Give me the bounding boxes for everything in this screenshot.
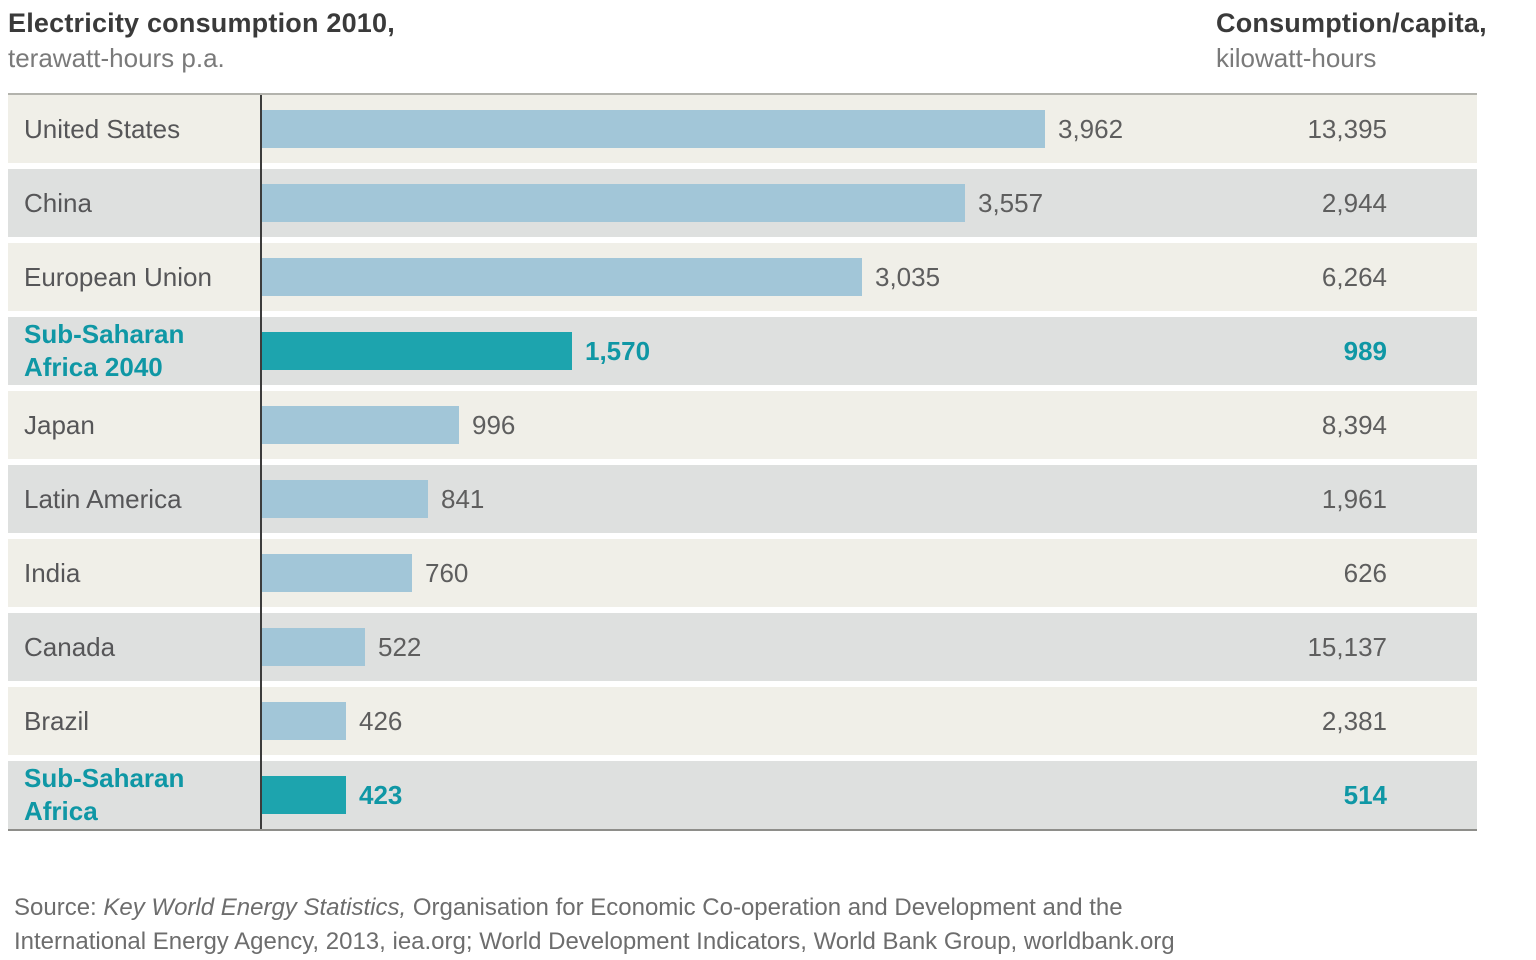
row-label: Sub-Saharan Africa 2040 <box>24 319 185 382</box>
value-axis-header: Electricity consumption 2010, terawatt-h… <box>8 6 395 77</box>
bar <box>262 702 346 740</box>
table-row: European Union 3,035 6,264 <box>8 243 1477 311</box>
row-label: Sub-Saharan Africa <box>24 763 185 826</box>
bar-cell: 3,962 <box>260 95 1247 163</box>
bar-value: 3,962 <box>1058 113 1124 144</box>
per-capita-value: 626 <box>1343 557 1387 588</box>
table-row: Sub-Saharan Africa 2040 1,570 989 <box>8 317 1477 385</box>
table-row: Sub-Saharan Africa 423 514 <box>8 761 1477 829</box>
bar-cell: 423 <box>260 761 1247 829</box>
per-capita-value: 2,381 <box>1321 705 1387 736</box>
table-row: China 3,557 2,944 <box>8 169 1477 237</box>
source-note: Source: Key World Energy Statistics, Org… <box>14 891 1514 959</box>
bar-cell: 996 <box>260 391 1247 459</box>
per-capita-unit-label: kilowatt-hours <box>1216 43 1377 73</box>
bar-value: 3,035 <box>875 261 941 292</box>
bar <box>262 776 346 814</box>
axis-baseline <box>260 95 262 829</box>
bar <box>262 628 365 666</box>
per-capita-title: Consumption/capita, <box>1216 8 1487 38</box>
per-capita-value: 1,961 <box>1321 483 1387 514</box>
bar <box>262 110 1045 148</box>
table-row: Japan 996 8,394 <box>8 391 1477 459</box>
source-line-2: International Energy Agency, 2013, iea.o… <box>14 928 1175 955</box>
bar <box>262 406 459 444</box>
bar-value: 1,570 <box>585 335 651 366</box>
bar-cell: 3,557 <box>260 169 1247 237</box>
bar <box>262 480 428 518</box>
chart-table: United States 3,962 13,395 China 3,557 2… <box>8 93 1477 831</box>
bar-value: 423 <box>359 779 403 810</box>
per-capita-value: 13,395 <box>1307 113 1387 144</box>
per-capita-value: 989 <box>1343 335 1387 366</box>
source-line-1-rest: Organisation for Economic Co-operation a… <box>406 894 1123 921</box>
row-label: Latin America <box>24 483 182 514</box>
per-capita-value: 2,944 <box>1321 187 1387 218</box>
row-label: United States <box>24 113 181 144</box>
table-row: United States 3,962 13,395 <box>8 95 1477 163</box>
chart-rows: United States 3,962 13,395 China 3,557 2… <box>8 95 1477 829</box>
bar-value: 426 <box>359 705 403 736</box>
per-capita-value: 15,137 <box>1307 631 1387 662</box>
source-line-1: Source: Key World Energy Statistics, Org… <box>14 891 1514 925</box>
table-row: Brazil 426 2,381 <box>8 687 1477 755</box>
per-capita-value: 8,394 <box>1321 409 1387 440</box>
bar-value: 760 <box>425 557 469 588</box>
chart-unit-label: terawatt-hours p.a. <box>8 43 225 73</box>
bar-value: 3,557 <box>978 187 1044 218</box>
per-capita-value: 514 <box>1343 779 1387 810</box>
bar-cell: 522 <box>260 613 1247 681</box>
bar-cell: 426 <box>260 687 1247 755</box>
source-prefix: Source: <box>14 894 104 921</box>
row-label: Japan <box>24 409 95 440</box>
bar <box>262 332 572 370</box>
table-row: India 760 626 <box>8 539 1477 607</box>
bar <box>262 554 412 592</box>
row-label: China <box>24 187 92 218</box>
bar-cell: 1,570 <box>260 317 1247 385</box>
chart-title: Electricity consumption 2010, <box>8 8 395 38</box>
bar-cell: 760 <box>260 539 1247 607</box>
table-row: Canada 522 15,137 <box>8 613 1477 681</box>
bar-cell: 3,035 <box>260 243 1247 311</box>
table-row: Latin America 841 1,961 <box>8 465 1477 533</box>
bar-cell: 841 <box>260 465 1247 533</box>
bar <box>262 258 862 296</box>
row-label: India <box>24 557 81 588</box>
per-capita-column-header: Consumption/capita, kilowatt-hours <box>1216 6 1487 77</box>
bar <box>262 184 965 222</box>
per-capita-value: 6,264 <box>1321 261 1387 292</box>
source-publication: Key World Energy Statistics, <box>103 894 407 921</box>
row-label: Brazil <box>24 705 90 736</box>
bar-value: 841 <box>441 483 485 514</box>
row-label: European Union <box>24 261 212 292</box>
bar-value: 996 <box>472 409 516 440</box>
bar-value: 522 <box>378 631 422 662</box>
row-label: Canada <box>24 631 116 662</box>
